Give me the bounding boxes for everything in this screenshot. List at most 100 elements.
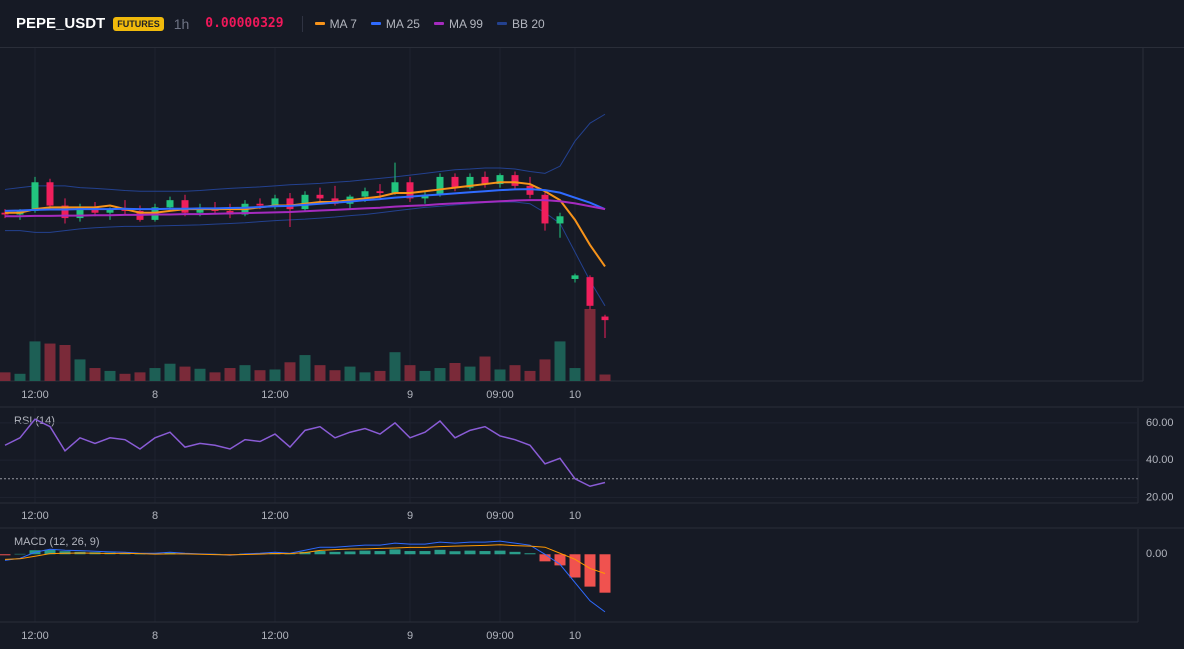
volume-bar	[59, 345, 71, 381]
ma-line	[5, 181, 606, 267]
candle-body	[601, 316, 609, 321]
legend-item[interactable]: BB 20	[496, 16, 545, 31]
legend: MA 7 MA 25 MA 99 BB 20	[314, 16, 559, 31]
candle-body	[181, 200, 189, 213]
y-tick-label: 20.00	[1146, 491, 1174, 503]
volume-bar	[134, 372, 146, 381]
symbol[interactable]: PEPE_USDT	[16, 15, 106, 32]
x-tick-label: 12:00	[21, 510, 49, 522]
histogram-bar	[389, 549, 401, 555]
ma-line	[5, 199, 606, 218]
volume-bar	[539, 359, 551, 381]
candle-body	[301, 194, 309, 210]
candle-body	[511, 175, 519, 186]
volume-bar	[314, 365, 326, 381]
histogram-bar	[14, 553, 26, 555]
x-tick-label: 12:00	[261, 389, 289, 401]
volume-bar	[104, 370, 116, 381]
x-tick-label: 09:00	[486, 510, 514, 522]
chart: 12:00 8 12:00 9 09:00 10 12:00 8 12:00 9 09:00 10 12…	[0, 48, 1184, 642]
histogram-bar	[119, 553, 131, 555]
x-tick-label: 8	[152, 389, 158, 401]
header: PEPE_USDT FUTURES 1h 0.00000329 MA 7 MA 2…	[0, 0, 1184, 48]
candle-body	[196, 209, 204, 213]
histogram-bar	[404, 551, 416, 555]
volume-bar	[14, 373, 26, 381]
x-tick-label: 9	[407, 389, 413, 401]
legend-swatch	[314, 22, 325, 25]
histogram-bar	[449, 551, 461, 555]
histogram-bar	[0, 554, 11, 556]
volume-bar	[269, 369, 281, 381]
candle-body	[61, 205, 69, 219]
macd-line	[4, 544, 606, 574]
candle-body	[466, 176, 474, 188]
x-tick-label: 10	[569, 510, 581, 522]
volume-bar	[524, 370, 536, 381]
volume-bar	[224, 368, 236, 381]
candle-body	[436, 176, 444, 195]
x-tick-label: 8	[152, 630, 158, 642]
histogram-bar	[479, 551, 491, 555]
volume-bar	[389, 352, 401, 381]
histogram-bar	[464, 550, 476, 555]
y-tick-label: 0.00	[1146, 548, 1167, 560]
volume-bar	[29, 341, 41, 381]
x-tick-label: 09:00	[486, 389, 514, 401]
volume-bar	[0, 372, 11, 381]
candle-body	[481, 176, 489, 185]
candle-body	[586, 277, 594, 306]
candle-body	[421, 194, 429, 199]
legend-item[interactable]: MA 25	[370, 17, 420, 31]
candle-body	[316, 194, 324, 199]
candle-body	[46, 182, 54, 206]
volume-bar	[299, 355, 311, 381]
volume-bar	[239, 365, 251, 381]
interval[interactable]: 1h	[173, 15, 190, 32]
volume-bar	[419, 370, 431, 381]
volume-bar	[554, 341, 566, 381]
candle-body	[496, 175, 504, 185]
volume-bar	[209, 372, 221, 381]
volume-bar	[374, 370, 386, 381]
volume-bar	[569, 368, 581, 381]
candle-body	[31, 182, 39, 211]
legend-item[interactable]: MA 7	[314, 16, 357, 31]
candle-body	[556, 216, 564, 224]
candle-body	[361, 191, 369, 197]
volume-bar	[479, 356, 491, 381]
x-tick-label: 12:00	[261, 630, 289, 642]
volume-bar	[599, 374, 611, 381]
candle-body	[376, 191, 384, 194]
x-tick-label: 10	[569, 630, 581, 642]
histogram-bar	[539, 554, 551, 562]
legend-label: MA 7	[329, 16, 357, 31]
candle-body	[541, 194, 549, 224]
legend-label: BB 20	[511, 16, 545, 31]
separator	[301, 15, 303, 32]
histogram-bar	[59, 551, 71, 555]
histogram-bar	[314, 551, 326, 555]
x-tick-label: 12:00	[21, 630, 49, 642]
volume-bar	[164, 363, 176, 381]
histogram-bar	[434, 549, 446, 555]
volume-bar	[509, 365, 521, 381]
legend-item[interactable]: MA 99	[433, 16, 483, 31]
x-tick-label: 8	[152, 510, 158, 522]
histogram-bar	[509, 551, 521, 555]
candle-body	[526, 185, 534, 195]
legend-swatch	[370, 22, 381, 25]
volume-bar	[464, 366, 476, 381]
volume-bar	[584, 309, 596, 381]
candle-body	[451, 176, 459, 188]
y-tick-label: 40.00	[1146, 454, 1174, 466]
x-tick-label: 9	[407, 510, 413, 522]
volume-bar	[149, 368, 161, 381]
pane-title: MACD (12, 26, 9)	[14, 536, 100, 548]
histogram-bar	[359, 550, 371, 555]
histogram-bar	[569, 554, 581, 578]
histogram-bar	[494, 550, 506, 555]
legend-label: MA 99	[448, 16, 483, 31]
volume-bar	[44, 343, 56, 381]
